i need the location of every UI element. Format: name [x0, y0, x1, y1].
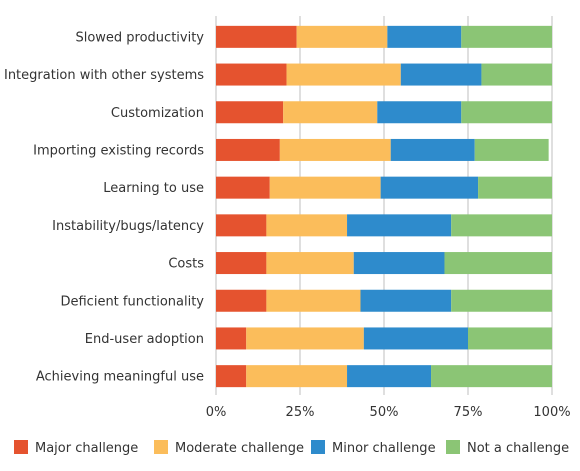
bar-not-a-challenge [474, 138, 549, 161]
legend-swatch [446, 440, 460, 454]
bar-not-a-challenge [451, 289, 552, 312]
legend-swatch [14, 440, 28, 454]
bar-major-challenge [216, 176, 270, 199]
category-label: Instability/bugs/latency [52, 219, 204, 234]
bar-minor-challenge [363, 327, 468, 350]
x-tick-label: 100% [533, 405, 570, 420]
category-label: End-user adoption [85, 332, 204, 347]
bar-major-challenge [216, 101, 284, 124]
bar-minor-challenge [353, 252, 445, 275]
bar-moderate-challenge [296, 25, 388, 48]
bar-moderate-challenge [246, 327, 364, 350]
legend-item: Not a challenge [446, 440, 569, 456]
bar-minor-challenge [347, 214, 452, 237]
bar-minor-challenge [360, 289, 452, 312]
bar-major-challenge [216, 289, 267, 312]
bar-moderate-challenge [246, 365, 348, 388]
bar-moderate-challenge [269, 176, 381, 199]
bar-moderate-challenge [279, 138, 391, 161]
x-tick-label: 0% [206, 405, 227, 420]
bar-minor-challenge [387, 25, 462, 48]
category-label: Achieving meaningful use [36, 370, 204, 385]
bar-minor-challenge [380, 176, 479, 199]
bar-not-a-challenge [478, 176, 552, 199]
bar-major-challenge [216, 365, 247, 388]
bar-not-a-challenge [461, 25, 552, 48]
bar-not-a-challenge [451, 214, 552, 237]
legend-label: Not a challenge [467, 441, 569, 456]
x-tick-label: 75% [454, 405, 483, 420]
bar-major-challenge [216, 138, 280, 161]
bar-moderate-challenge [266, 289, 361, 312]
legend-label: Major challenge [35, 441, 138, 456]
legend-swatch [154, 440, 168, 454]
category-label: Importing existing records [33, 143, 204, 158]
x-tick-label: 25% [286, 405, 315, 420]
bar-moderate-challenge [286, 63, 401, 86]
bar-not-a-challenge [444, 252, 552, 275]
bar-major-challenge [216, 63, 287, 86]
category-label: Deficient functionality [60, 294, 204, 309]
bar-major-challenge [216, 327, 247, 350]
bar-moderate-challenge [266, 214, 348, 237]
bar-major-challenge [216, 252, 267, 275]
legend-swatch [311, 440, 325, 454]
x-tick-label: 50% [370, 405, 399, 420]
bar-minor-challenge [377, 101, 462, 124]
legend-item: Moderate challenge [154, 440, 304, 456]
category-labels: Slowed productivity Integration with othe… [4, 30, 204, 384]
legend-item: Major challenge [14, 440, 138, 456]
bar-not-a-challenge [468, 327, 552, 350]
category-label: Slowed productivity [75, 30, 204, 45]
bar-not-a-challenge [461, 101, 552, 124]
bar-minor-challenge [400, 63, 482, 86]
bar-not-a-challenge [431, 365, 552, 388]
category-label: Costs [168, 257, 204, 272]
bar-moderate-challenge [283, 101, 378, 124]
category-label: Integration with other systems [4, 68, 204, 83]
bar-moderate-challenge [266, 252, 354, 275]
bar-major-challenge [216, 214, 267, 237]
bar-major-challenge [216, 25, 297, 48]
legend: Major challenge Moderate challenge Minor c… [14, 440, 569, 456]
category-label: Customization [111, 106, 204, 121]
x-tick-labels: 0% 25% 50% 75% 100% [206, 405, 571, 420]
bar-not-a-challenge [481, 63, 552, 86]
legend-item: Minor challenge [311, 440, 436, 456]
legend-label: Minor challenge [332, 441, 436, 456]
bar-minor-challenge [347, 365, 432, 388]
bars [216, 25, 552, 388]
category-label: Learning to use [103, 181, 204, 196]
legend-label: Moderate challenge [175, 441, 304, 456]
bar-minor-challenge [390, 138, 475, 161]
